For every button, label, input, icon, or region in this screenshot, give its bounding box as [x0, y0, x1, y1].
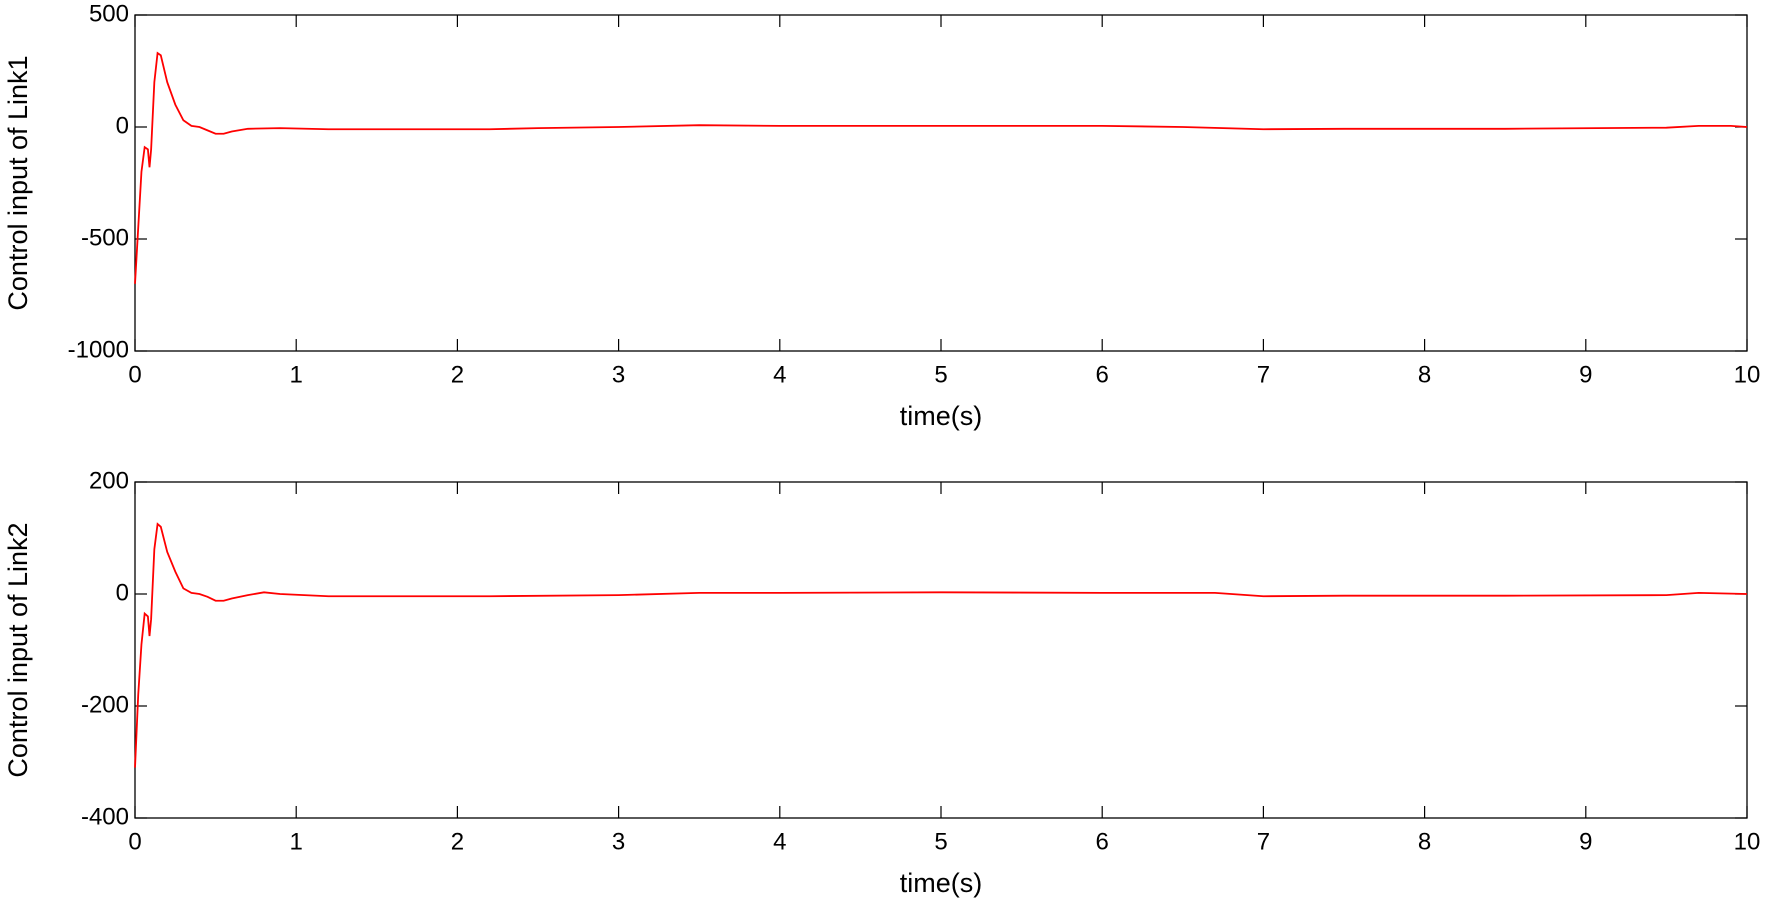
data-line — [134, 51, 1748, 284]
x-tick-label: 5 — [934, 361, 947, 388]
y-tick-label: -1000 — [68, 336, 129, 363]
x-tick-label: 1 — [290, 361, 303, 388]
x-tick-label: 9 — [1579, 828, 1592, 855]
x-tick-label: 0 — [128, 361, 141, 388]
y-axis-title: Control input of Link2 — [3, 522, 33, 777]
x-tick-label: 6 — [1096, 361, 1109, 388]
x-tick-label: 7 — [1257, 361, 1270, 388]
x-tick-label: 8 — [1418, 828, 1431, 855]
data-line — [134, 522, 1748, 768]
plot-area — [134, 481, 1748, 819]
x-tick-label: 5 — [934, 828, 947, 855]
y-tick-label: -400 — [81, 803, 129, 830]
x-tick-label: 0 — [128, 828, 141, 855]
x-tick-label: 7 — [1257, 828, 1270, 855]
x-tick-label: 2 — [451, 828, 464, 855]
x-tick-label: 4 — [773, 828, 786, 855]
x-tick-label: 8 — [1418, 361, 1431, 388]
x-tick-label: 3 — [612, 828, 625, 855]
y-tick-label: 500 — [89, 0, 129, 27]
x-axis-title: time(s) — [900, 401, 983, 431]
y-axis-title: Control input of Link1 — [3, 55, 33, 310]
y-tick-label: 0 — [116, 579, 129, 606]
x-tick-label: 4 — [773, 361, 786, 388]
y-tick-label: 0 — [116, 112, 129, 139]
x-tick-label: 3 — [612, 361, 625, 388]
y-tick-label: -500 — [81, 224, 129, 251]
x-axis-title: time(s) — [900, 868, 983, 898]
y-tick-label: -200 — [81, 691, 129, 718]
x-tick-label: 2 — [451, 361, 464, 388]
x-tick-label: 6 — [1096, 828, 1109, 855]
y-tick-label: 200 — [89, 467, 129, 494]
x-tick-label: 1 — [290, 828, 303, 855]
x-tick-label: 10 — [1734, 828, 1761, 855]
x-tick-label: 9 — [1579, 361, 1592, 388]
plot-area — [134, 14, 1748, 352]
x-tick-label: 10 — [1734, 361, 1761, 388]
